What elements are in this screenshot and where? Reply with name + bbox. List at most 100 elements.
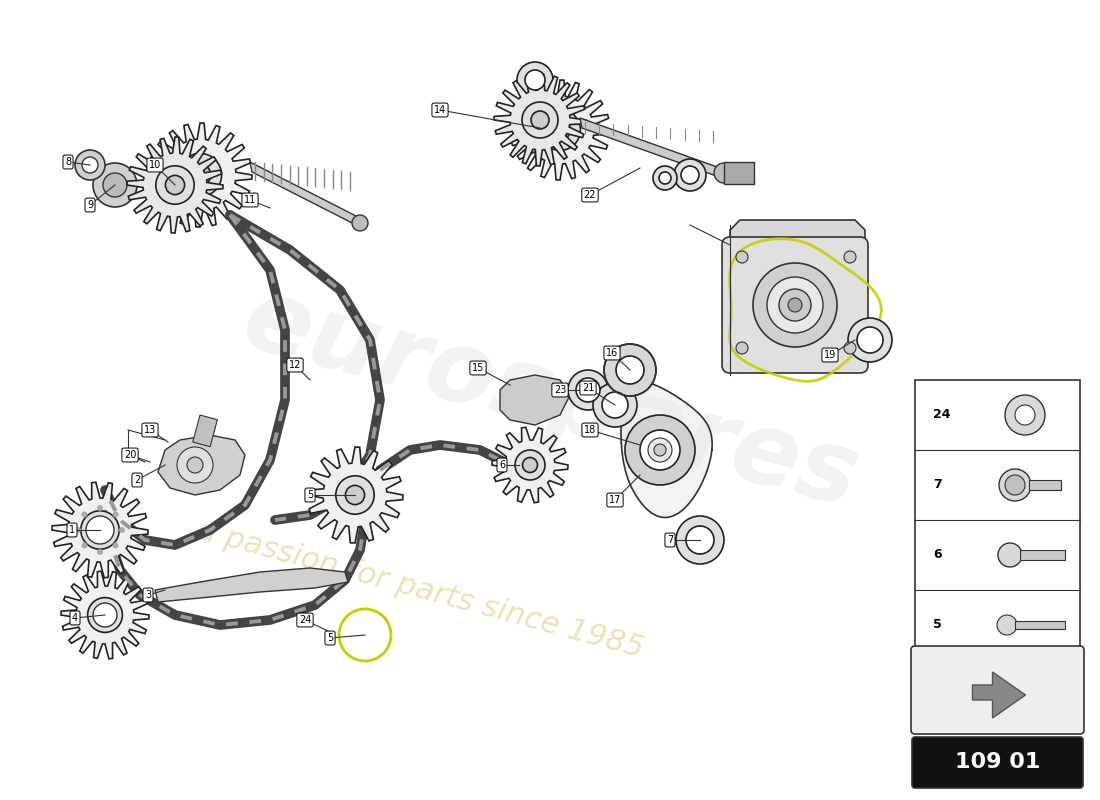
Circle shape bbox=[653, 166, 676, 190]
Text: 14: 14 bbox=[433, 105, 447, 115]
Polygon shape bbox=[972, 672, 1025, 718]
Circle shape bbox=[568, 370, 608, 410]
Circle shape bbox=[165, 175, 185, 194]
Circle shape bbox=[81, 511, 87, 518]
Circle shape bbox=[593, 383, 637, 427]
Circle shape bbox=[654, 444, 666, 456]
Circle shape bbox=[674, 159, 706, 191]
Text: 13: 13 bbox=[144, 425, 156, 435]
Text: 11: 11 bbox=[244, 195, 256, 205]
Text: 18: 18 bbox=[584, 425, 596, 435]
Circle shape bbox=[187, 457, 204, 473]
Bar bbox=[1028, 480, 1062, 490]
Text: 5: 5 bbox=[327, 633, 333, 643]
Circle shape bbox=[681, 166, 698, 184]
Circle shape bbox=[178, 154, 221, 197]
Circle shape bbox=[88, 598, 122, 632]
Circle shape bbox=[997, 615, 1018, 635]
Polygon shape bbox=[52, 482, 148, 578]
Circle shape bbox=[522, 458, 538, 473]
Polygon shape bbox=[158, 435, 245, 495]
Circle shape bbox=[999, 469, 1031, 501]
Circle shape bbox=[112, 542, 119, 549]
Bar bbox=[1015, 621, 1065, 629]
Circle shape bbox=[676, 516, 724, 564]
Circle shape bbox=[522, 102, 558, 138]
Text: 1: 1 bbox=[69, 525, 75, 535]
Text: 20: 20 bbox=[124, 450, 136, 460]
Text: 7: 7 bbox=[667, 535, 673, 545]
Polygon shape bbox=[60, 571, 148, 659]
Circle shape bbox=[659, 172, 671, 184]
Circle shape bbox=[177, 447, 213, 483]
Circle shape bbox=[94, 603, 117, 627]
Text: 2: 2 bbox=[134, 475, 140, 485]
Text: 23: 23 bbox=[553, 385, 566, 395]
Circle shape bbox=[779, 289, 811, 321]
FancyBboxPatch shape bbox=[911, 646, 1084, 734]
Circle shape bbox=[602, 392, 628, 418]
Polygon shape bbox=[500, 375, 570, 425]
Polygon shape bbox=[250, 162, 362, 228]
Text: 12: 12 bbox=[289, 360, 301, 370]
Text: 9: 9 bbox=[87, 200, 94, 210]
Circle shape bbox=[616, 356, 644, 384]
Circle shape bbox=[189, 164, 211, 186]
Text: 8: 8 bbox=[65, 157, 72, 167]
Circle shape bbox=[714, 163, 734, 183]
Polygon shape bbox=[307, 447, 403, 543]
Circle shape bbox=[103, 173, 127, 197]
Circle shape bbox=[1015, 405, 1035, 425]
Circle shape bbox=[1005, 395, 1045, 435]
Circle shape bbox=[156, 166, 195, 204]
Circle shape bbox=[336, 476, 374, 514]
Text: a passion for parts since 1985: a passion for parts since 1985 bbox=[194, 516, 647, 664]
Text: 109 01: 109 01 bbox=[955, 753, 1041, 773]
Circle shape bbox=[525, 70, 544, 90]
Text: 7: 7 bbox=[933, 478, 942, 491]
Circle shape bbox=[352, 215, 368, 231]
Text: 5: 5 bbox=[307, 490, 314, 500]
Polygon shape bbox=[730, 220, 865, 370]
Polygon shape bbox=[621, 382, 712, 518]
Circle shape bbox=[736, 251, 748, 263]
Circle shape bbox=[576, 378, 600, 402]
Bar bbox=[724, 162, 754, 184]
Circle shape bbox=[82, 157, 98, 173]
Polygon shape bbox=[492, 427, 568, 502]
Circle shape bbox=[339, 609, 390, 661]
Circle shape bbox=[97, 505, 103, 511]
Circle shape bbox=[75, 150, 104, 180]
Polygon shape bbox=[494, 74, 586, 166]
Circle shape bbox=[540, 110, 581, 150]
Circle shape bbox=[848, 318, 892, 362]
Text: 4: 4 bbox=[72, 613, 78, 623]
Circle shape bbox=[80, 511, 119, 549]
Circle shape bbox=[844, 251, 856, 263]
Text: 24: 24 bbox=[299, 615, 311, 625]
Circle shape bbox=[86, 516, 114, 544]
Circle shape bbox=[550, 120, 570, 140]
Circle shape bbox=[625, 415, 695, 485]
Polygon shape bbox=[510, 80, 610, 180]
Polygon shape bbox=[148, 123, 252, 227]
Circle shape bbox=[531, 111, 549, 129]
FancyBboxPatch shape bbox=[912, 737, 1084, 788]
Circle shape bbox=[857, 327, 883, 353]
Circle shape bbox=[81, 542, 87, 549]
Text: eurospares: eurospares bbox=[232, 271, 868, 529]
Text: 6: 6 bbox=[499, 460, 505, 470]
Circle shape bbox=[640, 430, 680, 470]
Circle shape bbox=[97, 549, 103, 555]
Circle shape bbox=[112, 511, 119, 518]
Circle shape bbox=[90, 520, 110, 540]
Polygon shape bbox=[155, 568, 348, 602]
Circle shape bbox=[844, 342, 856, 354]
Text: 19: 19 bbox=[824, 350, 836, 360]
Circle shape bbox=[648, 438, 672, 462]
Circle shape bbox=[604, 344, 656, 396]
Text: 22: 22 bbox=[584, 190, 596, 200]
Polygon shape bbox=[580, 118, 722, 178]
Text: 16: 16 bbox=[606, 348, 618, 358]
Circle shape bbox=[119, 527, 125, 533]
